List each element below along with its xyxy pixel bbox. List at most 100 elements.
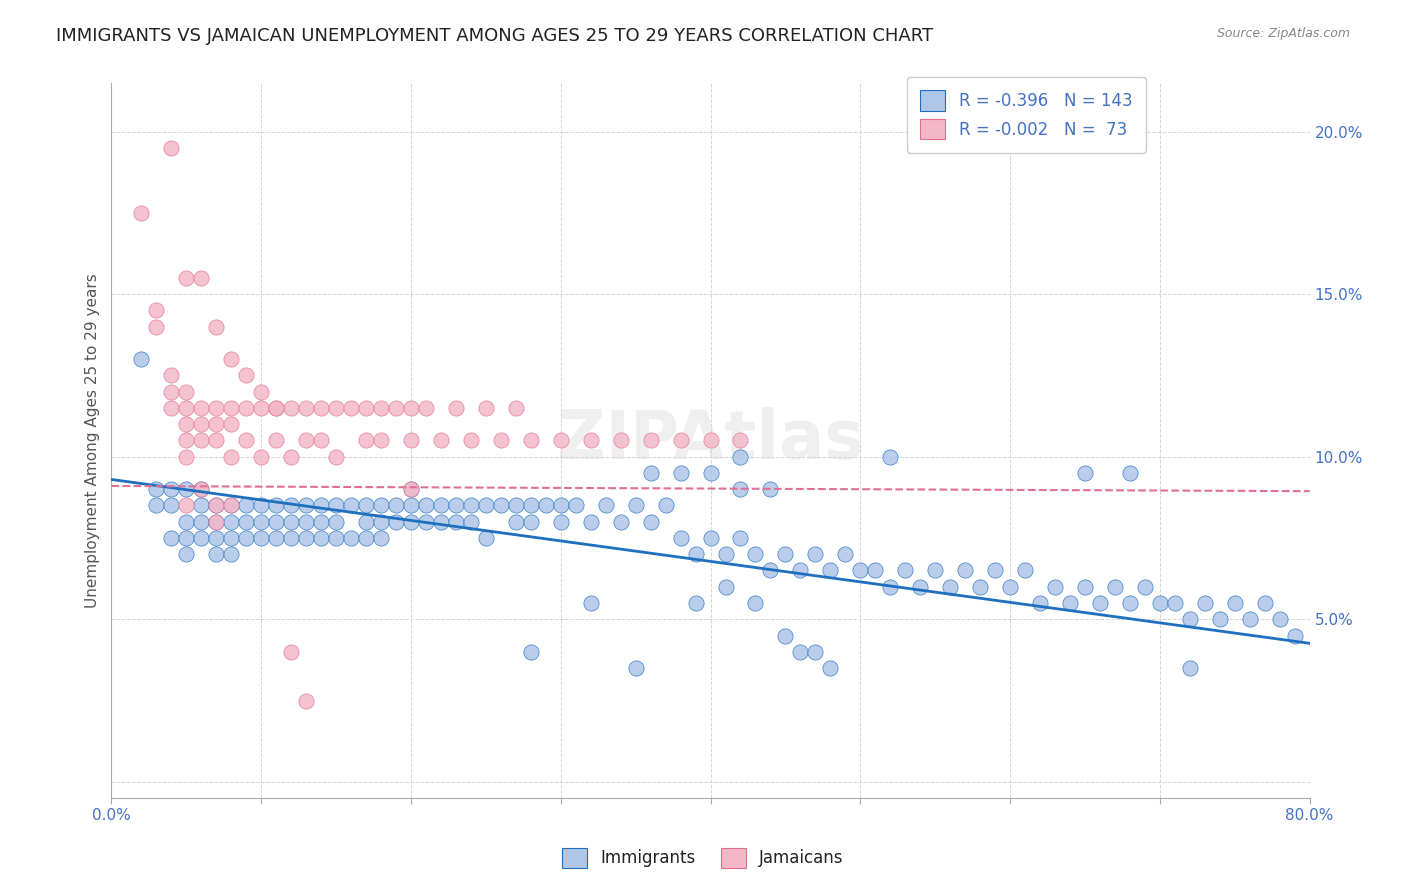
Point [475, 401, 498, 415]
Point [475, 499, 498, 513]
Point [489, 434, 512, 448]
Point [624, 499, 647, 513]
Point [579, 596, 602, 610]
Point [250, 531, 273, 545]
Point [879, 450, 901, 464]
Point [205, 515, 228, 529]
Point [984, 564, 1007, 578]
Point [1284, 628, 1306, 642]
Point [640, 466, 662, 480]
Point [176, 482, 198, 496]
Point [1254, 596, 1277, 610]
Point [1268, 612, 1291, 626]
Point [1104, 580, 1126, 594]
Point [235, 515, 257, 529]
Point [295, 531, 318, 545]
Point [849, 564, 872, 578]
Point [160, 141, 183, 155]
Point [264, 401, 287, 415]
Point [280, 499, 302, 513]
Point [759, 482, 782, 496]
Point [609, 434, 631, 448]
Point [340, 531, 363, 545]
Point [176, 271, 198, 285]
Point [685, 596, 707, 610]
Point [579, 434, 602, 448]
Point [190, 482, 212, 496]
Point [205, 515, 228, 529]
Point [399, 401, 422, 415]
Point [640, 515, 662, 529]
Point [399, 499, 422, 513]
Point [1194, 596, 1216, 610]
Point [370, 401, 392, 415]
Point [939, 580, 962, 594]
Point [399, 434, 422, 448]
Point [415, 515, 437, 529]
Point [1178, 612, 1201, 626]
Point [235, 401, 257, 415]
Point [399, 482, 422, 496]
Point [176, 499, 198, 513]
Point [759, 564, 782, 578]
Point [1223, 596, 1246, 610]
Point [520, 434, 543, 448]
Point [1074, 466, 1097, 480]
Point [250, 499, 273, 513]
Point [520, 645, 543, 659]
Point [145, 482, 167, 496]
Point [176, 417, 198, 432]
Point [385, 515, 408, 529]
Point [820, 661, 842, 675]
Point [176, 401, 198, 415]
Point [264, 515, 287, 529]
Point [685, 547, 707, 561]
Point [309, 401, 332, 415]
Point [309, 434, 332, 448]
Point [579, 515, 602, 529]
Point [131, 206, 153, 220]
Point [1043, 580, 1066, 594]
Point [564, 499, 586, 513]
Point [444, 401, 467, 415]
Point [1239, 612, 1261, 626]
Legend: Immigrants, Jamaicans: Immigrants, Jamaicans [555, 841, 851, 875]
Point [609, 515, 631, 529]
Point [385, 401, 408, 415]
Point [669, 466, 692, 480]
Point [219, 450, 242, 464]
Point [460, 515, 482, 529]
Point [654, 499, 676, 513]
Legend: R = -0.396   N = 143, R = -0.002   N =  73: R = -0.396 N = 143, R = -0.002 N = 73 [907, 77, 1146, 153]
Point [190, 531, 212, 545]
Point [309, 515, 332, 529]
Point [280, 401, 302, 415]
Point [1178, 661, 1201, 675]
Point [894, 564, 917, 578]
Point [190, 271, 212, 285]
Point [595, 499, 617, 513]
Point [640, 434, 662, 448]
Point [325, 515, 347, 529]
Point [475, 531, 498, 545]
Point [820, 564, 842, 578]
Point [264, 499, 287, 513]
Point [430, 499, 453, 513]
Point [505, 401, 527, 415]
Point [219, 352, 242, 367]
Point [1014, 564, 1036, 578]
Point [325, 450, 347, 464]
Point [1029, 596, 1052, 610]
Point [399, 482, 422, 496]
Point [235, 531, 257, 545]
Point [219, 531, 242, 545]
Text: ZIPAtlas: ZIPAtlas [557, 408, 863, 474]
Point [505, 515, 527, 529]
Point [295, 434, 318, 448]
Point [325, 499, 347, 513]
Point [924, 564, 946, 578]
Point [520, 499, 543, 513]
Point [550, 515, 572, 529]
Point [669, 434, 692, 448]
Point [354, 515, 377, 529]
